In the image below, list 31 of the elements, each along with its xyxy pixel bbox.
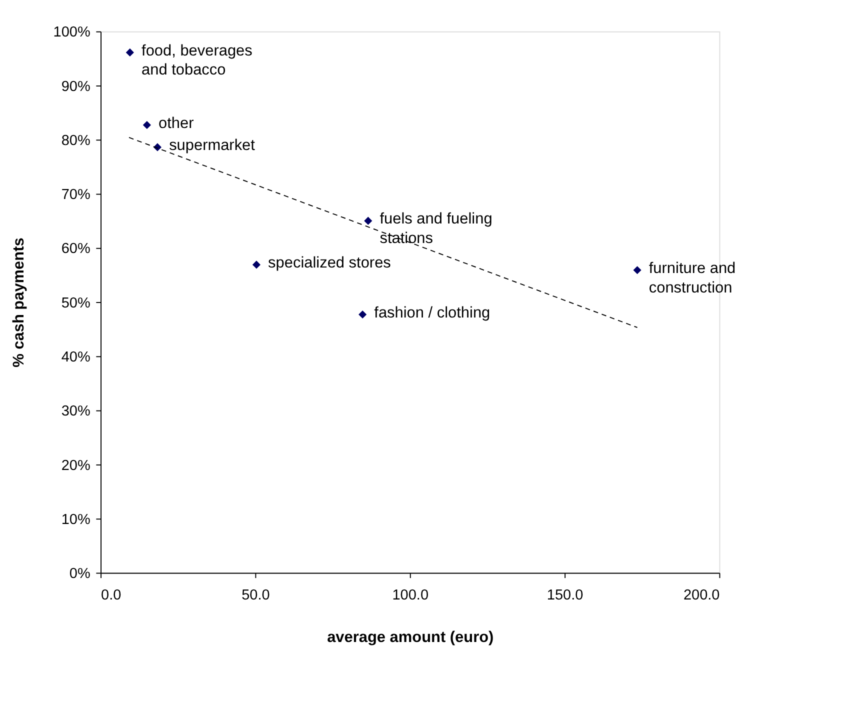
x-tick-label: 150.0 — [546, 587, 584, 604]
y-tick-label: 50% — [61, 295, 90, 312]
point — [126, 48, 134, 57]
x-tick-label: 100.0 — [392, 587, 429, 604]
y-tick-label: 100% — [53, 24, 90, 41]
point — [358, 310, 367, 319]
point — [252, 260, 260, 269]
annotation: other — [158, 114, 194, 132]
y-tick-label: 30% — [61, 404, 90, 420]
point — [364, 216, 372, 225]
y-tick-label: 60% — [61, 241, 90, 258]
x-tick-label: 0.0 — [101, 587, 122, 604]
annotation: fuels and fueling stations — [380, 210, 492, 248]
point — [633, 266, 642, 274]
annotation: fashion / clothing — [374, 304, 490, 322]
point — [142, 120, 151, 130]
x-tick-label: 50.0 — [242, 587, 270, 604]
y-axis-title: % cash payments — [10, 238, 28, 368]
y-tick-label: 80% — [61, 132, 90, 149]
y-tick-label: 0% — [69, 566, 90, 582]
y-tick-label: 10% — [61, 512, 90, 528]
annotation: furniture and construction — [648, 260, 736, 296]
x-tick-label: 200.0 — [683, 587, 720, 604]
annotation: specialized stores — [268, 254, 392, 272]
y-tick-label: 70% — [61, 187, 90, 204]
y-tick-label: 90% — [61, 78, 90, 95]
annotation: food, beverages and tobacco — [142, 42, 253, 79]
y-tick-label: 20% — [61, 458, 90, 474]
y-tick-label: 40% — [61, 350, 90, 366]
annotation: supermarket — [169, 137, 256, 154]
x-axis-title: average amount (euro) — [327, 628, 494, 646]
